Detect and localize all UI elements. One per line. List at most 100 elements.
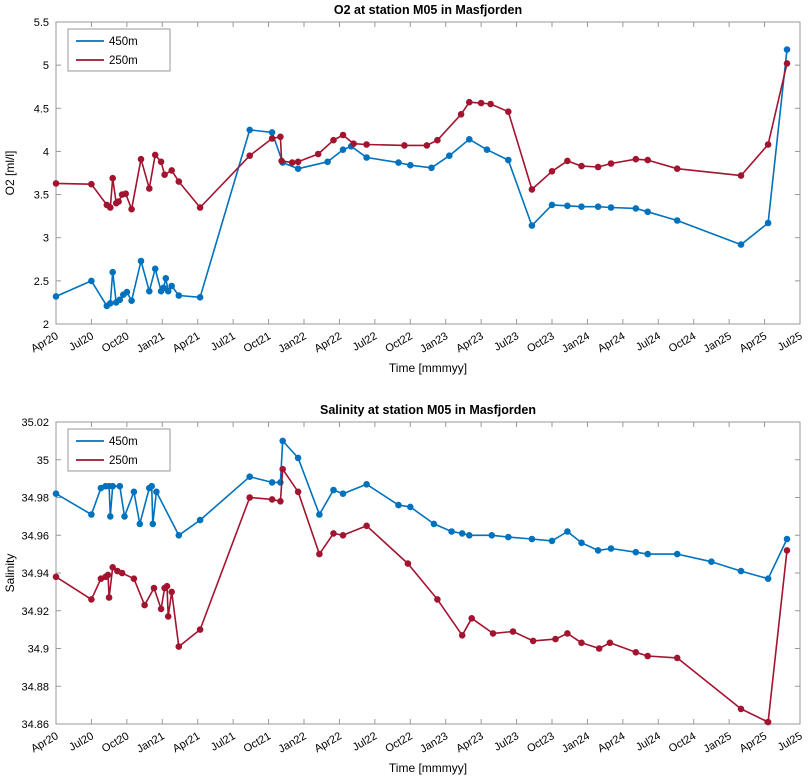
salinity-x-tick-label: Jul20 — [67, 730, 96, 754]
salinity-data-point-250m — [141, 601, 148, 609]
salinity-data-point-250m — [564, 630, 571, 637]
salinity-data-point-450m — [466, 532, 473, 539]
salinity-data-point-450m — [505, 533, 512, 541]
salinity-data-point-450m — [548, 537, 556, 545]
o2-y-tick-label: 3.5 — [34, 190, 49, 202]
o2-data-point-450m — [268, 129, 276, 136]
o2-data-point-250m — [277, 133, 284, 141]
o2-data-point-450m — [764, 219, 772, 227]
o2-data-point-450m — [175, 292, 183, 299]
salinity-data-point-250m — [105, 594, 113, 601]
o2-x-tick-label: Apr22 — [313, 330, 344, 355]
o2-y-tick-label: 3 — [43, 233, 49, 245]
salinity-data-point-450m — [407, 503, 414, 511]
o2-data-point-450m — [128, 297, 135, 305]
o2-x-tick-label: Jan21 — [135, 330, 167, 355]
o2-data-point-250m — [466, 98, 473, 106]
o2-data-point-450m — [324, 158, 331, 166]
salinity-data-point-450m — [607, 545, 615, 552]
o2-data-point-450m — [164, 287, 172, 295]
o2-data-point-450m — [673, 217, 681, 224]
salinity-data-point-250m — [783, 547, 791, 554]
salinity-data-point-250m — [595, 645, 603, 652]
salinity-data-point-450m — [330, 486, 337, 494]
o2-data-point-450m — [339, 146, 347, 153]
salinity-x-tick-label: Oct22 — [383, 730, 414, 755]
salinity-data-point-450m — [175, 532, 183, 539]
o2-data-point-450m — [737, 241, 745, 248]
o2-data-point-450m — [246, 126, 253, 134]
salinity-y-tick-label: 34.94 — [21, 568, 49, 580]
o2-data-point-450m — [137, 257, 145, 265]
salinity-x-tick-label: Jul23 — [492, 730, 521, 754]
o2-y-tick-label: 2.5 — [34, 276, 49, 288]
salinity-y-tick-label: 34.98 — [21, 493, 49, 505]
salinity-data-point-450m — [458, 530, 466, 537]
o2-data-point-250m — [434, 136, 441, 144]
o2-data-point-450m — [363, 154, 370, 161]
o2-x-tick-label: Oct20 — [100, 330, 131, 355]
salinity-x-tick-label: Apr24 — [596, 730, 627, 755]
salinity-x-tick-label: Oct23 — [525, 730, 556, 755]
o2-data-point-450m — [146, 287, 153, 295]
salinity-data-point-250m — [157, 605, 165, 613]
o2-data-point-250m — [578, 162, 585, 170]
salinity-data-point-450m — [673, 550, 681, 558]
salinity-data-point-450m — [564, 528, 571, 535]
salinity-data-point-450m — [783, 535, 791, 543]
o2-data-point-450m — [160, 284, 167, 292]
o2-data-point-450m — [607, 204, 615, 211]
salinity-data-point-250m — [163, 582, 171, 590]
salinity-data-point-450m — [130, 488, 138, 496]
o2-data-point-250m — [548, 168, 556, 175]
salinity-data-point-450m — [339, 490, 347, 497]
salinity-data-point-450m — [149, 520, 157, 528]
o2-x-tick-label: Oct24 — [667, 330, 698, 355]
salinity-data-point-250m — [458, 632, 466, 639]
salinity-data-point-450m — [632, 548, 640, 556]
salinity-x-tick-label: Apr25 — [738, 730, 769, 755]
o2-data-point-250m — [423, 142, 431, 149]
o2-data-point-250m — [52, 180, 60, 187]
o2-data-point-450m — [196, 294, 204, 301]
o2-data-point-250m — [783, 60, 791, 67]
salinity-x-tick-label: Jan23 — [418, 730, 450, 755]
salinity-legend-label-250m: 250m — [109, 455, 138, 467]
salinity-data-point-450m — [136, 520, 144, 528]
o2-data-point-450m — [783, 46, 791, 53]
salinity-data-point-450m — [737, 567, 745, 575]
salinity-data-point-450m — [279, 437, 287, 445]
o2-data-point-250m — [268, 135, 276, 142]
salinity-data-point-450m — [107, 513, 114, 520]
o2-y-axis-label: O2 [ml/l] — [3, 151, 17, 196]
o2-data-point-250m — [350, 140, 357, 147]
salinity-x-tick-label: Oct24 — [667, 730, 698, 755]
o2-x-tick-label: Apr20 — [29, 330, 60, 355]
o2-data-point-450m — [162, 275, 170, 282]
o2-y-tick-label: 4.5 — [34, 103, 49, 115]
o2-data-point-450m — [168, 282, 175, 290]
salinity-legend-box — [67, 428, 171, 472]
o2-x-tick-label: Jul23 — [492, 330, 521, 354]
o2-data-point-250m — [607, 160, 615, 167]
salinity-chart: Apr20 Jul20 Oct20 Jan21 Apr21 Jul21 Oct21 Jan22… — [0, 389, 812, 778]
salinity-data-point-250m — [109, 564, 116, 571]
o2-data-point-250m — [330, 136, 337, 144]
salinity-data-point-250m — [764, 718, 772, 726]
o2-data-point-450m — [548, 201, 556, 209]
salinity-data-point-250m — [246, 494, 253, 501]
salinity-data-point-250m — [268, 496, 276, 503]
salinity-y-tick-label: 34.92 — [21, 606, 49, 618]
salinity-data-point-250m — [118, 569, 126, 577]
salinity-x-tick-label: Jan25 — [702, 730, 734, 755]
salinity-legend: 450m 250m — [67, 428, 171, 472]
o2-data-point-450m — [446, 152, 453, 159]
o2-data-point-250m — [644, 156, 652, 164]
salinity-data-point-450m — [196, 516, 204, 524]
salinity-chart-title: Salinity at station M05 in Masfjorden — [320, 403, 536, 417]
salinity-series-line-250m — [55, 468, 788, 723]
o2-x-tick-label: Jul20 — [67, 330, 96, 354]
salinity-x-tick-label: Oct20 — [100, 730, 131, 755]
o2-data-point-250m — [737, 172, 745, 179]
